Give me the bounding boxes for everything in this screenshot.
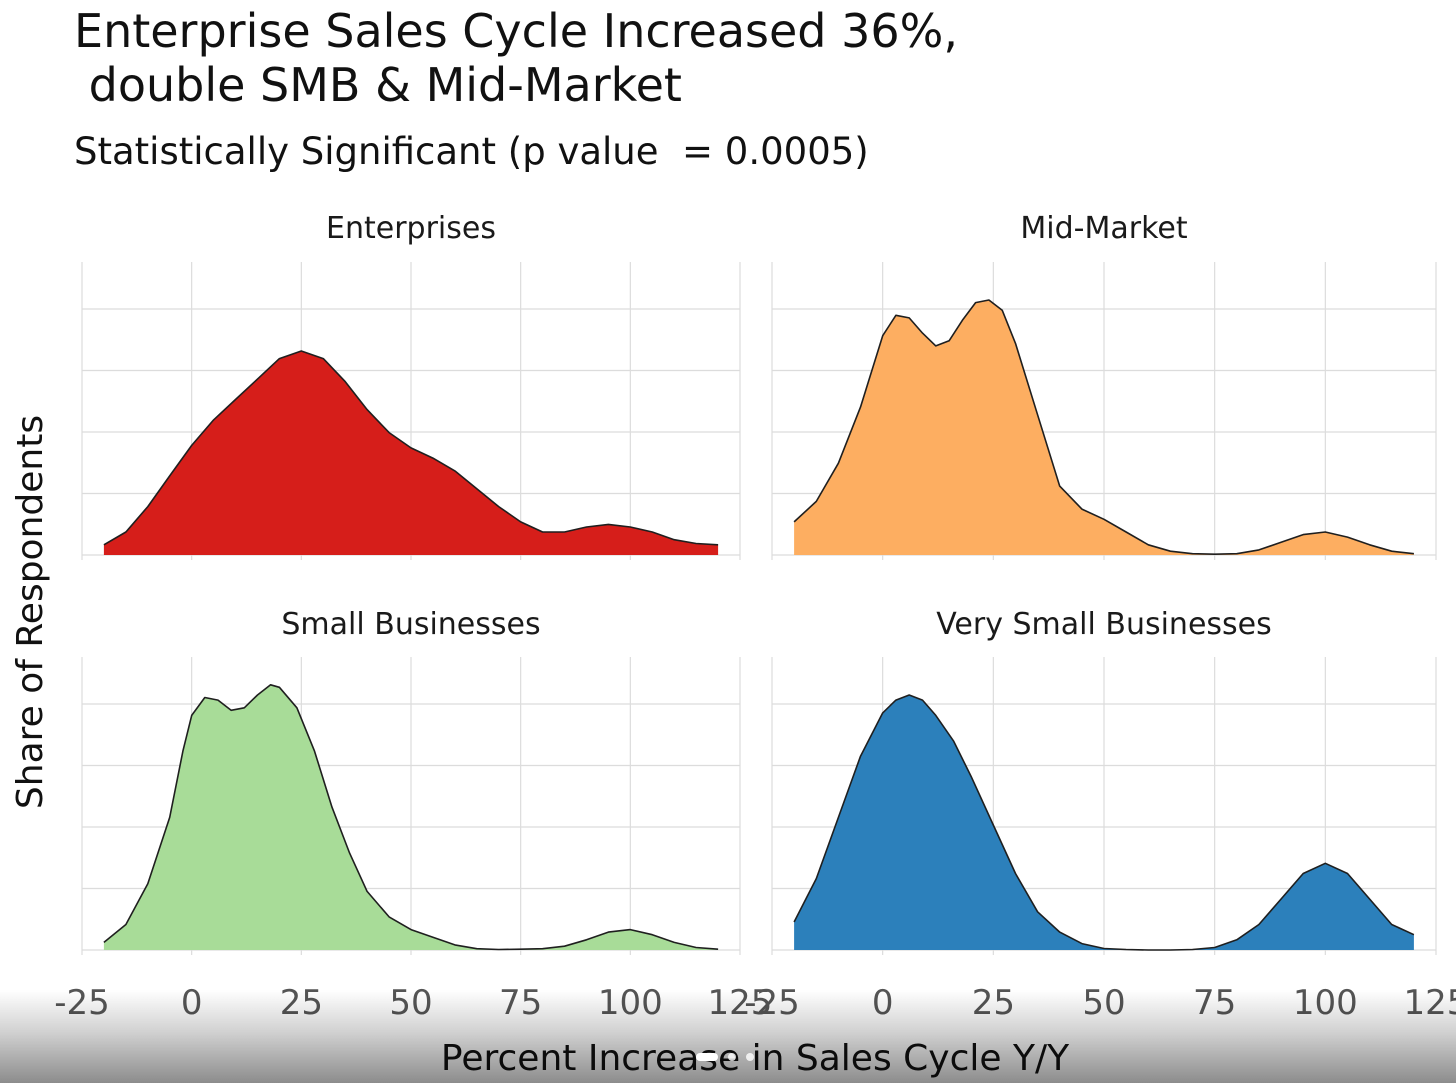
x-tick-label: 125 xyxy=(708,983,773,1023)
density-area xyxy=(103,351,719,555)
density-outline xyxy=(103,350,719,546)
x-tick-label: 25 xyxy=(280,983,323,1023)
x-tick-label: -25 xyxy=(54,983,110,1023)
x-tick-label: -25 xyxy=(744,983,800,1023)
x-tick-label: 50 xyxy=(389,983,432,1023)
chart-panels: Enterprises Mid-Market Small Businesses Ver… xyxy=(81,211,1437,955)
facet-panel: Enterprises xyxy=(81,211,741,560)
x-tick-label: 0 xyxy=(181,983,203,1023)
page-dot[interactable] xyxy=(746,1053,754,1061)
x-axis-title: Percent Increase in Sales Cycle Y/Y xyxy=(441,1038,1070,1079)
x-tick-label: 0 xyxy=(872,983,894,1023)
page-indicator-dots[interactable] xyxy=(696,1052,766,1062)
page-dot-active[interactable] xyxy=(696,1053,718,1061)
density-area xyxy=(794,695,1414,950)
facet-label: Mid-Market xyxy=(1020,211,1187,246)
chart-title: Enterprise Sales Cycle Increased 36%, do… xyxy=(74,4,958,112)
facet-label: Enterprises xyxy=(326,211,496,246)
facet-panel: Small Businesses xyxy=(81,607,741,955)
chart-subtitle: Statistically Significant (p value = 0.0… xyxy=(74,130,869,173)
density-area xyxy=(103,684,719,950)
density-outline xyxy=(793,299,1414,555)
facet-label: Very Small Businesses xyxy=(936,607,1272,642)
y-axis-title: Share of Respondents xyxy=(10,415,51,809)
x-tick-label: 125 xyxy=(1404,983,1456,1023)
density-outline xyxy=(793,694,1415,951)
density-area xyxy=(794,300,1414,555)
x-tick-label: 75 xyxy=(499,983,542,1023)
x-tick-label: 25 xyxy=(972,983,1015,1023)
x-tick-label: 100 xyxy=(598,983,663,1023)
facet-panel: Very Small Businesses xyxy=(771,607,1437,955)
x-tick-label: 50 xyxy=(1082,983,1125,1023)
facet-panel: Mid-Market xyxy=(771,211,1437,560)
facet-label: Small Businesses xyxy=(281,607,540,642)
density-outline xyxy=(103,684,719,951)
x-tick-label: 75 xyxy=(1193,983,1236,1023)
page-dot[interactable] xyxy=(728,1053,736,1061)
x-tick-label: 100 xyxy=(1293,983,1358,1023)
